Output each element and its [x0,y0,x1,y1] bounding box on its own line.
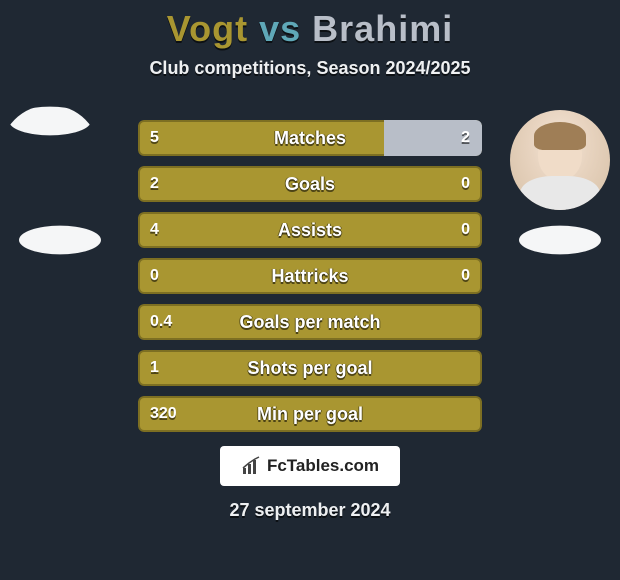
title-left-name: Vogt [167,8,248,49]
stat-bar-row: 40Assists [138,212,482,248]
stat-bar-row: 52Matches [138,120,482,156]
player-left-club-badge [9,107,91,136]
chart-icon [241,456,261,476]
player-right-column [510,110,610,256]
stat-bar-row: 0.4Goals per match [138,304,482,340]
brand-text: FcTables.com [267,456,379,476]
player-right-avatar [510,110,610,210]
footer-date: 27 september 2024 [0,500,620,521]
stat-bars: 52Matches 20Goals 40Assists 00Hattricks 0.4G… [138,120,482,432]
stat-bar-row: 320Min per goal [138,396,482,432]
comparison-title: Vogt vs Brahimi [0,0,620,50]
stat-bar-row: 00Hattricks [138,258,482,294]
stat-bar-row: 20Goals [138,166,482,202]
player-left-club-badge-2 [19,226,101,255]
stat-bar-row: 1Shots per goal [138,350,482,386]
player-right-club-badge [519,226,601,255]
subtitle: Club competitions, Season 2024/2025 [0,58,620,79]
brand-badge: FcTables.com [220,446,400,486]
title-vs: vs [259,8,301,49]
stat-bar-right-seg [384,120,482,156]
player-left-column [10,110,110,256]
player-left-avatar [0,105,100,205]
title-right-name: Brahimi [312,8,453,49]
